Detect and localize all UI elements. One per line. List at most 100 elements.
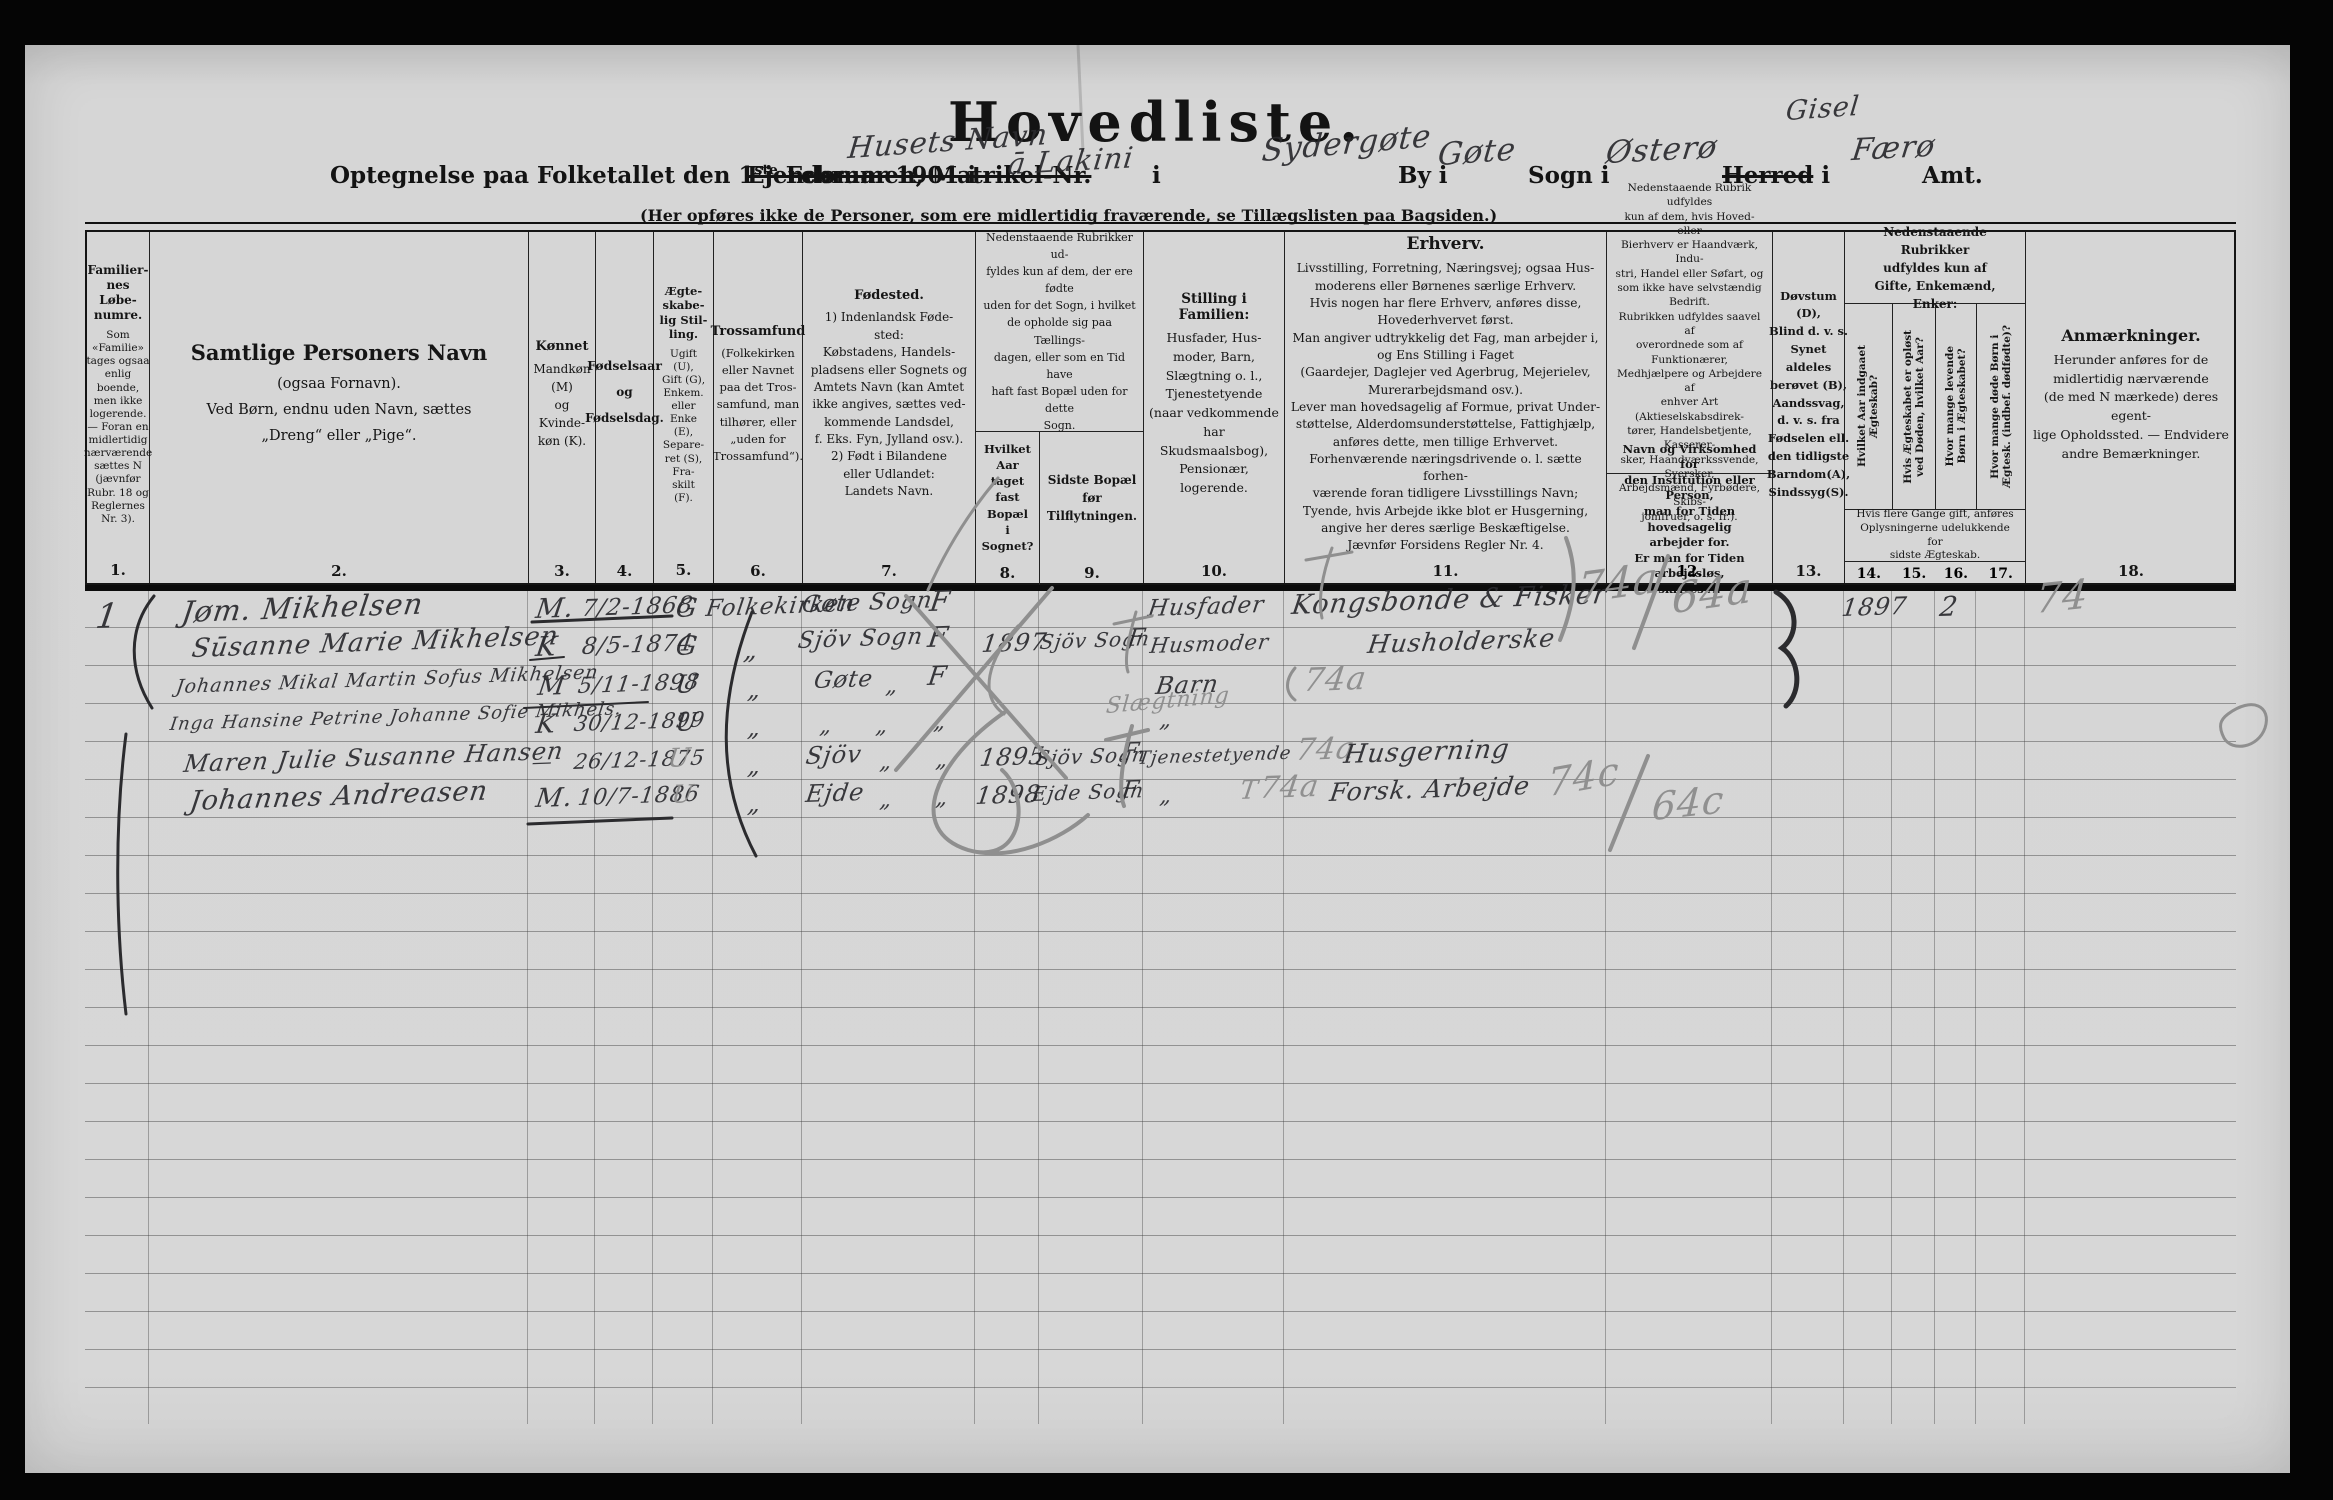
body-column-rule <box>527 591 528 1424</box>
handwritten-entry: U <box>673 669 701 700</box>
handwritten-entry: Forsk. Arbejde <box>1327 770 1533 808</box>
col16-subheader: Hvor mange levende Børn i Ægteskabet? <box>1936 304 1977 509</box>
col1417-group-label: Nedenstaaende Rubrikker udfyldes kun af … <box>1845 225 2025 311</box>
col-header-fodested: Fødested. 1) Indenlandsk Føde- sted: Køb… <box>803 232 976 583</box>
col15-label: Hvis Ægteskabet er opløst ved Døden, hvi… <box>1901 329 1926 484</box>
col4-number: 4. <box>616 562 633 580</box>
handwritten-entry: Ejde <box>804 777 867 809</box>
subtitle-seg-b: Februar 1901 i <box>777 162 977 189</box>
body-column-rule <box>1605 591 1606 1424</box>
handwritten-entry: 74a <box>1301 658 1370 700</box>
col12-number: 12. <box>1676 562 1703 580</box>
col14-label: Hvilket Aar indgaaet Ægteskab? <box>1856 345 1881 468</box>
handwritten-entry: — <box>530 749 555 775</box>
handwritten-entry: 74 <box>2034 571 2091 624</box>
handwritten-entry: Husmoder <box>1148 629 1271 659</box>
col-group-8-9: Nedenstaaende Rubrikker ud- fyldes kun a… <box>976 231 1144 587</box>
exclusion-note: (Her opføres ikke de Personer, som ere m… <box>640 206 1498 225</box>
handwritten-entry: G <box>673 631 700 663</box>
col89-merged-note: Nedenstaaende Rubrikker ud- fyldes kun a… <box>976 231 1143 432</box>
handwritten-entry: K <box>533 631 560 664</box>
handwritten-entry: Husgerning <box>1341 734 1512 771</box>
handwritten-entry: ā Lakini <box>1005 140 1136 182</box>
handwritten-entry: U <box>669 779 697 810</box>
col1-title: Familier- nes Løbe- numre. <box>87 263 149 323</box>
col14-subheader: Hvilket Aar indgaaet Ægteskab? <box>1845 304 1893 509</box>
handwritten-entry: M. <box>533 782 575 815</box>
body-column-rule <box>1142 591 1143 1424</box>
col-header-aegteskabelig: Ægte- skabe- lig Stil- ling. Ugift (U), … <box>654 232 714 583</box>
col8-number: 8. <box>999 564 1016 582</box>
col17-subheader: Hvor mange døde Børn i Ægtesk. (indbef. … <box>1977 304 2026 509</box>
body-column-rule <box>1771 591 1772 1424</box>
handwritten-entry: Gøte <box>1436 131 1519 174</box>
col7-number: 7. <box>881 562 897 580</box>
col-header-12: Nedenstaaende Rubrik udfyldes kun af dem… <box>1607 182 1773 596</box>
handwritten-entry: T <box>1237 775 1261 807</box>
handwritten-entry: 64a <box>1671 562 1754 624</box>
handwritten-entry: Gisel <box>1784 90 1862 128</box>
col11-number: 11. <box>1432 562 1459 580</box>
col6-number: 6. <box>750 562 766 580</box>
col10-number: 10. <box>1200 562 1228 580</box>
col5-title: Ægte- skabe- lig Stil- ling. <box>659 284 708 342</box>
handwritten-entry: K <box>533 709 559 741</box>
col15-number: 15. <box>1901 566 1927 582</box>
col-header-kon: Kønnet Mandkøn (M) og Kvinde- køn (K). 3… <box>529 232 596 583</box>
table-top-rule <box>85 222 2236 224</box>
body-column-rule <box>1891 591 1892 1424</box>
body-column-rule <box>652 591 653 1424</box>
col7-title: Fødested. <box>854 288 924 304</box>
col9-label: Sidste Bopæl før Tilflytningen. <box>1046 472 1138 523</box>
col-header-anmaerkninger: Anmærkninger. Herunder anføres for de mi… <box>2026 232 2236 583</box>
body-column-rule <box>2024 591 2025 1424</box>
body-column-rule <box>1283 591 1284 1424</box>
col4-title: Fødselsaar <box>587 357 662 373</box>
struck-property-label: Ejendommen, Matrikel-Nr. <box>747 162 1092 189</box>
handwritten-entry: F <box>925 620 951 655</box>
handwritten-entry: 1897 <box>1840 591 1910 623</box>
col-header-stilling: Stilling i Familien: Husfader, Hus- mode… <box>1144 232 1285 583</box>
body-column-rule <box>974 591 975 1424</box>
col10-body: Husfader, Hus- moder, Barn, Slægtning o.… <box>1149 330 1279 496</box>
subtitle-lead: Optegnelse paa Folketallet den 1ste Febr… <box>330 162 976 189</box>
handwritten-entry: 64c <box>1650 777 1726 830</box>
col1417-bottom-note: Hvis flere Gange gift, anføres Oplysning… <box>1845 508 2025 561</box>
body-column-rule <box>1975 591 1976 1424</box>
header-bottom-rule <box>85 585 2236 591</box>
col17-number: 17. <box>1988 566 2013 582</box>
subtitle-sogn: Sogn i <box>1528 162 1610 189</box>
col18-number: 18. <box>2117 562 2145 580</box>
handwritten-entry: F <box>1120 775 1142 805</box>
subtitle-seg-a: Optegnelse paa Folketallet den 1 <box>330 162 755 189</box>
col7-body: 1) Indenlandsk Føde- sted: Købstadens, H… <box>810 310 968 499</box>
col-header-lobenummer: Familier- nes Løbe- numre. Som «Familie»… <box>83 232 153 583</box>
handwritten-entry: F <box>1126 623 1148 653</box>
col2-number: 2. <box>331 562 347 580</box>
col12-bottom-note: Navn og Virksomhed for den Institution e… <box>1622 441 1757 596</box>
col-header-trossamfund: Trossamfund (Folkekirken eller Navnet pa… <box>711 232 805 583</box>
col1-body: Som «Familie» tages ogsaa enlig boende, … <box>83 329 153 525</box>
col6-body: (Folkekirken eller Navnet paa det Tros- … <box>712 345 804 464</box>
page-title: Hovedliste. <box>948 90 1366 154</box>
col12-top-note: Nedenstaaende Rubrik udfyldes kun af dem… <box>1607 182 1772 523</box>
col4-body: og Fødselsdag. <box>585 384 664 425</box>
col2-title: Samtlige Personers Navn <box>190 339 488 365</box>
table-header: Familier- nes Løbe- numre. Som «Familie»… <box>83 182 2236 596</box>
col16-number: 16. <box>1943 566 1969 582</box>
col-group-14-17: Nedenstaaende Rubrikker udfyldes kun af … <box>1845 225 2026 583</box>
body-column-rule <box>148 591 149 1424</box>
col14-number: 14. <box>1856 566 1882 582</box>
handwritten-entry: M <box>535 670 568 703</box>
body-column-rule <box>1038 591 1039 1424</box>
handwritten-entry: Gøte Sogn <box>800 587 935 619</box>
subtitle-i: i <box>1152 162 1161 189</box>
col-header-dovstum: Døvstum (D), Blind d. v. s. Synet aldele… <box>1767 232 1850 583</box>
col8-label: Hvilket Aar taget fast Bopæl i Sognet? <box>981 442 1034 553</box>
col3-body: Mandkøn (M) og Kvinde- køn (K). <box>533 362 591 448</box>
struck-herred: Herred <box>1722 162 1814 189</box>
handwritten-entry: M. <box>533 592 577 626</box>
handwritten-entry: Sjöv Sogn <box>796 623 926 655</box>
handwritten-entry: 74c <box>1548 748 1620 806</box>
